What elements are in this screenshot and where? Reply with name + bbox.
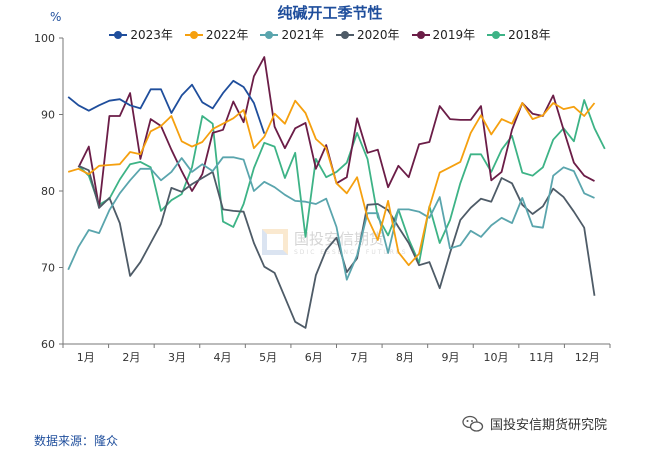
- legend-label: 2018年: [508, 28, 551, 42]
- legend-label: 2020年: [357, 28, 400, 42]
- x-tick-label: 7月: [350, 351, 368, 364]
- y-tick-label: 60: [41, 338, 55, 351]
- x-tick-label: 2月: [122, 351, 140, 364]
- watermark-sub: SDIC ESSENCE FUTURES: [294, 249, 408, 256]
- y-tick-label: 80: [41, 185, 55, 198]
- series-line-2021: [67, 156, 595, 281]
- legend-item-2020[interactable]: 2020年: [336, 26, 400, 43]
- x-tick-label: 3月: [168, 351, 186, 364]
- wechat-icon: [462, 415, 484, 432]
- y-tick-label: 70: [41, 262, 55, 275]
- x-tick-label: 5月: [259, 351, 277, 364]
- chart-title: 纯碱开工季节性: [277, 4, 383, 22]
- x-tick-label: 6月: [305, 351, 323, 364]
- legend-item-2022[interactable]: 2022年: [184, 26, 249, 43]
- watermark-logo-icon: [262, 229, 288, 255]
- legend-item-2021[interactable]: 2021年: [260, 26, 324, 43]
- brand-name: 国投安信期货研究院: [490, 418, 608, 433]
- legend-marker-icon: [411, 30, 430, 40]
- data-source: 数据来源：隆众: [34, 434, 119, 448]
- legend-marker-icon: [109, 30, 128, 40]
- legend-label: 2021年: [281, 28, 324, 42]
- y-tick-label: 90: [41, 109, 55, 122]
- series-line-2023: [67, 79, 266, 134]
- legend-item-2018[interactable]: 2018年: [487, 26, 551, 43]
- x-tick-label: 12月: [575, 351, 600, 364]
- legend-marker-icon: [184, 30, 203, 40]
- legend-label: 2023年: [130, 28, 173, 42]
- legend-marker-icon: [487, 30, 506, 40]
- series-line-2020: [78, 164, 596, 329]
- legend-marker-icon: [336, 30, 354, 40]
- y-tick-label: 100: [34, 32, 55, 45]
- legend-marker-icon: [260, 30, 279, 40]
- brand: 国投安信期货研究院: [462, 414, 607, 433]
- series-line-2022: [67, 99, 596, 267]
- x-tick-label: 11月: [529, 351, 554, 364]
- legend-label: 2019年: [432, 28, 476, 42]
- y-axis-unit: %: [50, 10, 62, 24]
- legend-item-2023[interactable]: 2023年: [109, 26, 173, 43]
- series-line-2019: [77, 56, 595, 209]
- x-tick-label: 9月: [441, 351, 459, 364]
- x-tick-label: 8月: [396, 351, 414, 364]
- x-tick-label: 1月: [77, 351, 95, 364]
- legend-label: 2022年: [205, 28, 249, 42]
- legend: 2023年 2022年 2021年 2020年 2019年 2018年: [0, 26, 660, 43]
- legend-item-2019[interactable]: 2019年: [411, 26, 476, 43]
- x-tick-label: 4月: [214, 351, 232, 364]
- x-tick-label: 10月: [484, 351, 509, 364]
